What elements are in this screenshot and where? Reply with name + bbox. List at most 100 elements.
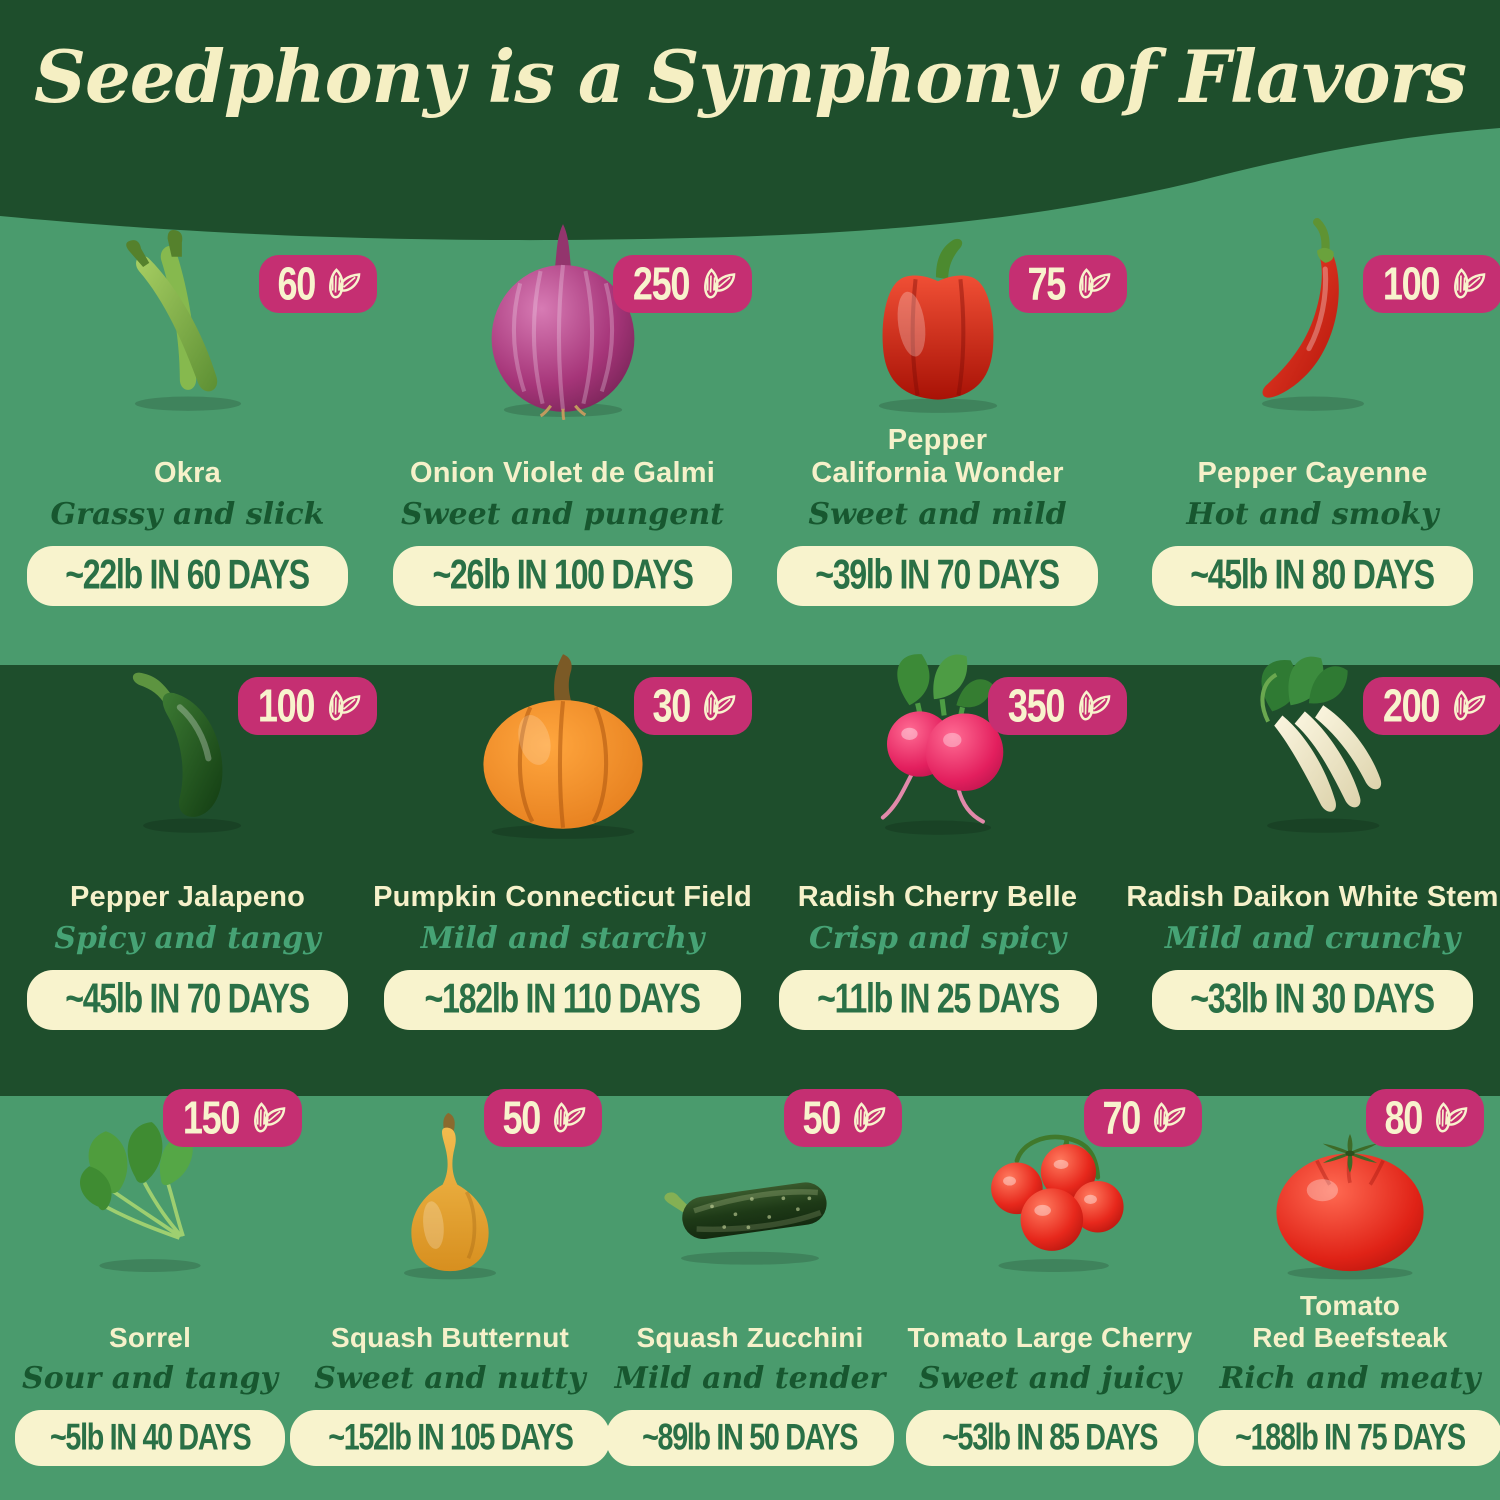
seed-count-badge: 30 <box>634 677 752 735</box>
produce-name-line1: Okra <box>154 456 221 489</box>
produce-name: Radish Cherry Belle <box>798 846 1077 914</box>
flavor-description: Sweet and juicy <box>918 1361 1182 1396</box>
top-wave-background <box>0 0 1500 241</box>
produce-card-beefsteak-tomato: 80 <box>1197 1086 1500 1472</box>
produce-row-1: 60 Okra Grassy and slick ~22lb IN <box>0 218 1500 612</box>
produce-card-butternut: 50 Squash Butternut Sweet and nutty <box>289 1086 611 1472</box>
yield-pill: ~39lb IN 70 DAYS <box>777 546 1098 606</box>
produce-name-line1: Squash Zucchini <box>636 1322 864 1354</box>
seed-count-badge: 350 <box>988 677 1127 735</box>
produce-card-daikon: 200 Radish Daikon White Stem <box>1125 656 1500 1036</box>
produce-name: Squash Butternut <box>331 1286 569 1354</box>
produce-name-line1: Pepper Cayenne <box>1197 456 1428 489</box>
sorrel-image <box>0 1086 300 1284</box>
seed-count-badge: 200 <box>1363 677 1500 735</box>
seed-count: 350 <box>1007 679 1066 732</box>
flavor-description: Mild and crunchy <box>1164 921 1461 956</box>
seed-count-badge: 100 <box>1363 255 1500 313</box>
yield-text: ~182lb IN 110 DAYS <box>424 975 701 1022</box>
yield-pill: ~53lb IN 85 DAYS <box>906 1410 1194 1466</box>
pumpkin-image <box>375 640 750 844</box>
yield-pill: ~22lb IN 60 DAYS <box>27 546 348 606</box>
flavor-description: Sweet and pungent <box>401 497 724 532</box>
produce-card-jalapeno: 100 Pepper Jalapeno Spicy and tangy ~45l… <box>0 672 377 1036</box>
seed-count-badge: 70 <box>1084 1089 1202 1147</box>
produce-name: Pepper Jalapeno <box>70 846 305 914</box>
yield-pill: ~33lb IN 30 DAYS <box>1152 970 1473 1030</box>
produce-name: Tomato Red Beefsteak <box>1252 1286 1448 1354</box>
flavor-description: Grassy and slick <box>50 497 325 532</box>
produce-card-sorrel: 150 Sorrel S <box>0 1086 302 1472</box>
seed-count: 30 <box>652 679 692 732</box>
produce-card-pumpkin: 30 Pumpkin Connecticu <box>373 654 752 1036</box>
flavor-description: Sweet and mild <box>808 497 1067 532</box>
produce-row-3: 150 Sorrel S <box>0 1086 1500 1472</box>
produce-card-bell-pepper: 75 Pepper California Wonder <box>750 238 1127 612</box>
yield-pill: ~26lb IN 100 DAYS <box>392 546 733 606</box>
yield-text: ~11lb IN 25 DAYS <box>816 975 1060 1022</box>
produce-name-line1: Tomato Large Cherry <box>907 1322 1193 1354</box>
seed-icon <box>1079 690 1111 721</box>
seed-icon <box>1154 1102 1186 1133</box>
yield-text: ~5lb IN 40 DAYS <box>49 1415 252 1458</box>
seed-icon <box>1436 1102 1468 1133</box>
seed-count-badge: 50 <box>484 1089 602 1147</box>
yield-pill: ~5lb IN 40 DAYS <box>14 1410 286 1466</box>
flavor-description: Mild and starchy <box>420 921 705 956</box>
cayenne-pepper-image <box>1125 216 1500 420</box>
produce-name: Sorrel <box>109 1286 191 1354</box>
yield-text: ~188lb IN 75 DAYS <box>1235 1415 1466 1458</box>
produce-card-radish: 350 <box>750 654 1127 1036</box>
seed-count-badge: 80 <box>1366 1089 1484 1147</box>
produce-name: Okra <box>154 422 221 490</box>
produce-name: Pepper California Wonder <box>811 422 1064 490</box>
seed-icon <box>1079 268 1111 299</box>
produce-name: Squash Zucchini <box>636 1286 863 1354</box>
yield-text: ~45lb IN 70 DAYS <box>65 975 311 1022</box>
produce-name-line2: California Wonder <box>811 456 1064 489</box>
seed-count-badge: 50 <box>784 1089 902 1147</box>
yield-pill: ~152lb IN 105 DAYS <box>289 1410 611 1466</box>
seed-count: 60 <box>277 257 317 310</box>
beefsteak-tomato-image <box>1200 1086 1500 1284</box>
seed-icon <box>704 690 736 721</box>
seed-icon <box>704 268 736 299</box>
produce-card-zucchini: 50 <box>600 1086 902 1472</box>
seed-count-badge: 150 <box>163 1089 302 1147</box>
seed-count: 75 <box>1027 257 1067 310</box>
seed-icon <box>1454 268 1486 299</box>
produce-name-line1: Radish Daikon White Stem <box>1126 880 1499 913</box>
seed-count: 50 <box>802 1091 842 1144</box>
seed-count-badge: 250 <box>613 255 752 313</box>
yield-pill: ~45lb IN 80 DAYS <box>1152 546 1473 606</box>
seed-count: 80 <box>1384 1091 1424 1144</box>
seed-count-badge: 75 <box>1009 255 1127 313</box>
produce-name: Onion Violet de Galmi <box>410 422 715 490</box>
jalapeno-image <box>0 640 375 844</box>
produce-card-cayenne: 100 Pepper Cayenne Hot and smoky ~ <box>1125 218 1500 612</box>
yield-pill: ~11lb IN 25 DAYS <box>778 970 1097 1030</box>
zucchini-image <box>600 1086 900 1284</box>
seed-count: 200 <box>1382 679 1441 732</box>
flavor-description: Sweet and nutty <box>314 1361 586 1396</box>
radish-image <box>750 640 1125 844</box>
seed-icon <box>554 1102 586 1133</box>
okra-image <box>0 216 375 420</box>
produce-name: Tomato Large Cherry <box>908 1286 1193 1354</box>
seed-count: 50 <box>502 1091 542 1144</box>
yield-pill: ~45lb IN 70 DAYS <box>27 970 348 1030</box>
seed-count: 250 <box>632 257 691 310</box>
butternut-squash-image <box>300 1086 600 1284</box>
seed-icon <box>329 268 361 299</box>
yield-pill: ~89lb IN 50 DAYS <box>606 1410 894 1466</box>
seed-icon <box>329 690 361 721</box>
seed-icon <box>254 1102 286 1133</box>
produce-name-line1: Tomato <box>1299 1290 1401 1322</box>
yield-pill: ~182lb IN 110 DAYS <box>384 970 741 1030</box>
seed-count: 150 <box>182 1091 241 1144</box>
bell-pepper-image <box>750 216 1125 420</box>
produce-name-line1: Radish Cherry Belle <box>797 880 1078 913</box>
flavor-description: Hot and smoky <box>1186 497 1439 532</box>
flavor-description: Rich and meaty <box>1219 1361 1481 1396</box>
